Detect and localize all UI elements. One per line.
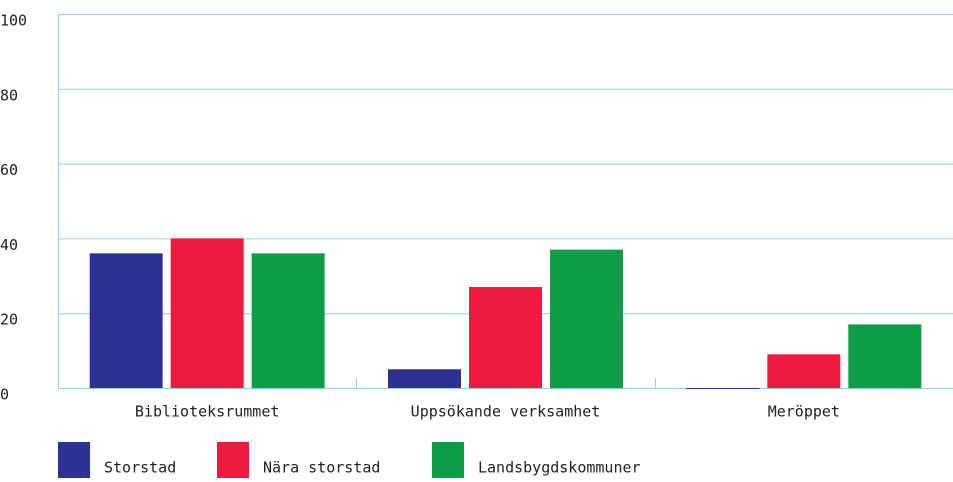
bar	[767, 354, 841, 388]
bar	[388, 369, 461, 388]
bar	[89, 253, 163, 388]
x-tick-label: Biblioteksrummet	[135, 403, 280, 421]
legend-swatch	[432, 442, 464, 478]
bar	[686, 388, 760, 389]
legend-label: Nära storstad	[263, 459, 380, 477]
y-tick-label: 20	[0, 311, 18, 329]
y-tick-label: 0	[0, 386, 9, 404]
y-tick-label: 80	[0, 86, 18, 104]
legend-label: Landsbygdskommuner	[478, 459, 641, 477]
bar	[251, 253, 325, 388]
bar	[469, 287, 542, 388]
bar	[848, 324, 922, 388]
x-tick-label: Meröppet	[768, 403, 840, 421]
bar	[170, 238, 244, 388]
y-tick-label: 60	[0, 161, 18, 179]
legend-swatch	[217, 442, 249, 478]
x-tick-label: Uppsökande verksamhet	[411, 403, 601, 421]
legend-swatch	[58, 442, 90, 478]
y-tick-label: 40	[0, 236, 18, 254]
bar	[550, 249, 623, 388]
y-tick-label: 100	[0, 12, 27, 30]
legend-label: Storstad	[104, 459, 176, 477]
